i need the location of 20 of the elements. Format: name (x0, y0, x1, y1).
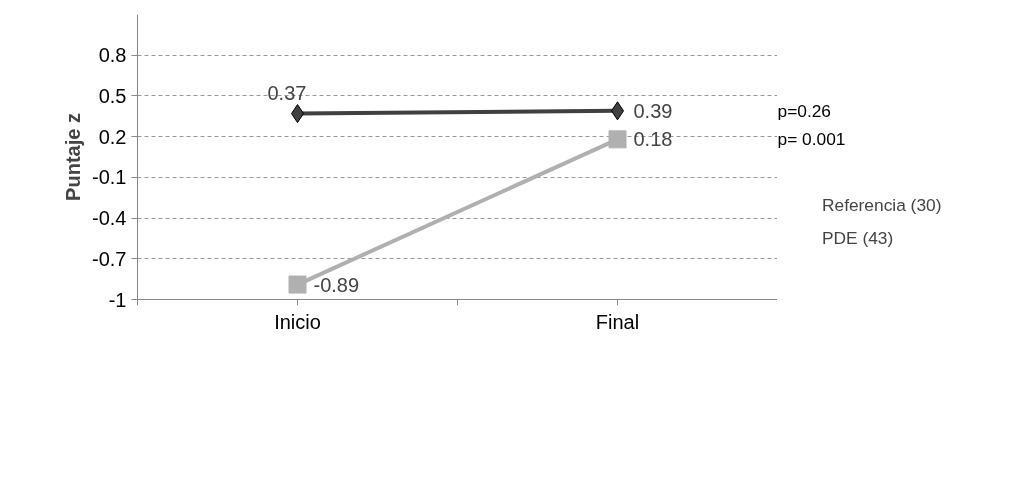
point (608, 130, 627, 149)
data-label: 0.37 (267, 81, 307, 104)
y-tick-label: 0.8 (98, 44, 127, 67)
annotation: p= 0.001 (777, 129, 846, 150)
point (288, 275, 307, 294)
y-tick-label: -0.1 (92, 166, 127, 189)
y-tick-label: -0.7 (92, 247, 127, 270)
data-label: 0.18 (633, 128, 673, 151)
text: PDE (43) (822, 228, 894, 249)
x-tick-label: Inicio (274, 310, 321, 333)
y-tick-label: 0.2 (98, 125, 127, 148)
data-label: -0.89 (313, 273, 360, 296)
data-label: 0.39 (633, 99, 673, 122)
x-tick-label: Final (595, 310, 640, 333)
y-tick-label: 0.5 (98, 84, 127, 107)
y-axis-title: Puntaje z (62, 113, 85, 201)
text: Referencia (30) (822, 195, 942, 216)
y-tick-label: -0.4 (92, 207, 127, 230)
annotation: p=0.26 (777, 100, 831, 121)
y-tick-label: -1 (108, 288, 127, 311)
